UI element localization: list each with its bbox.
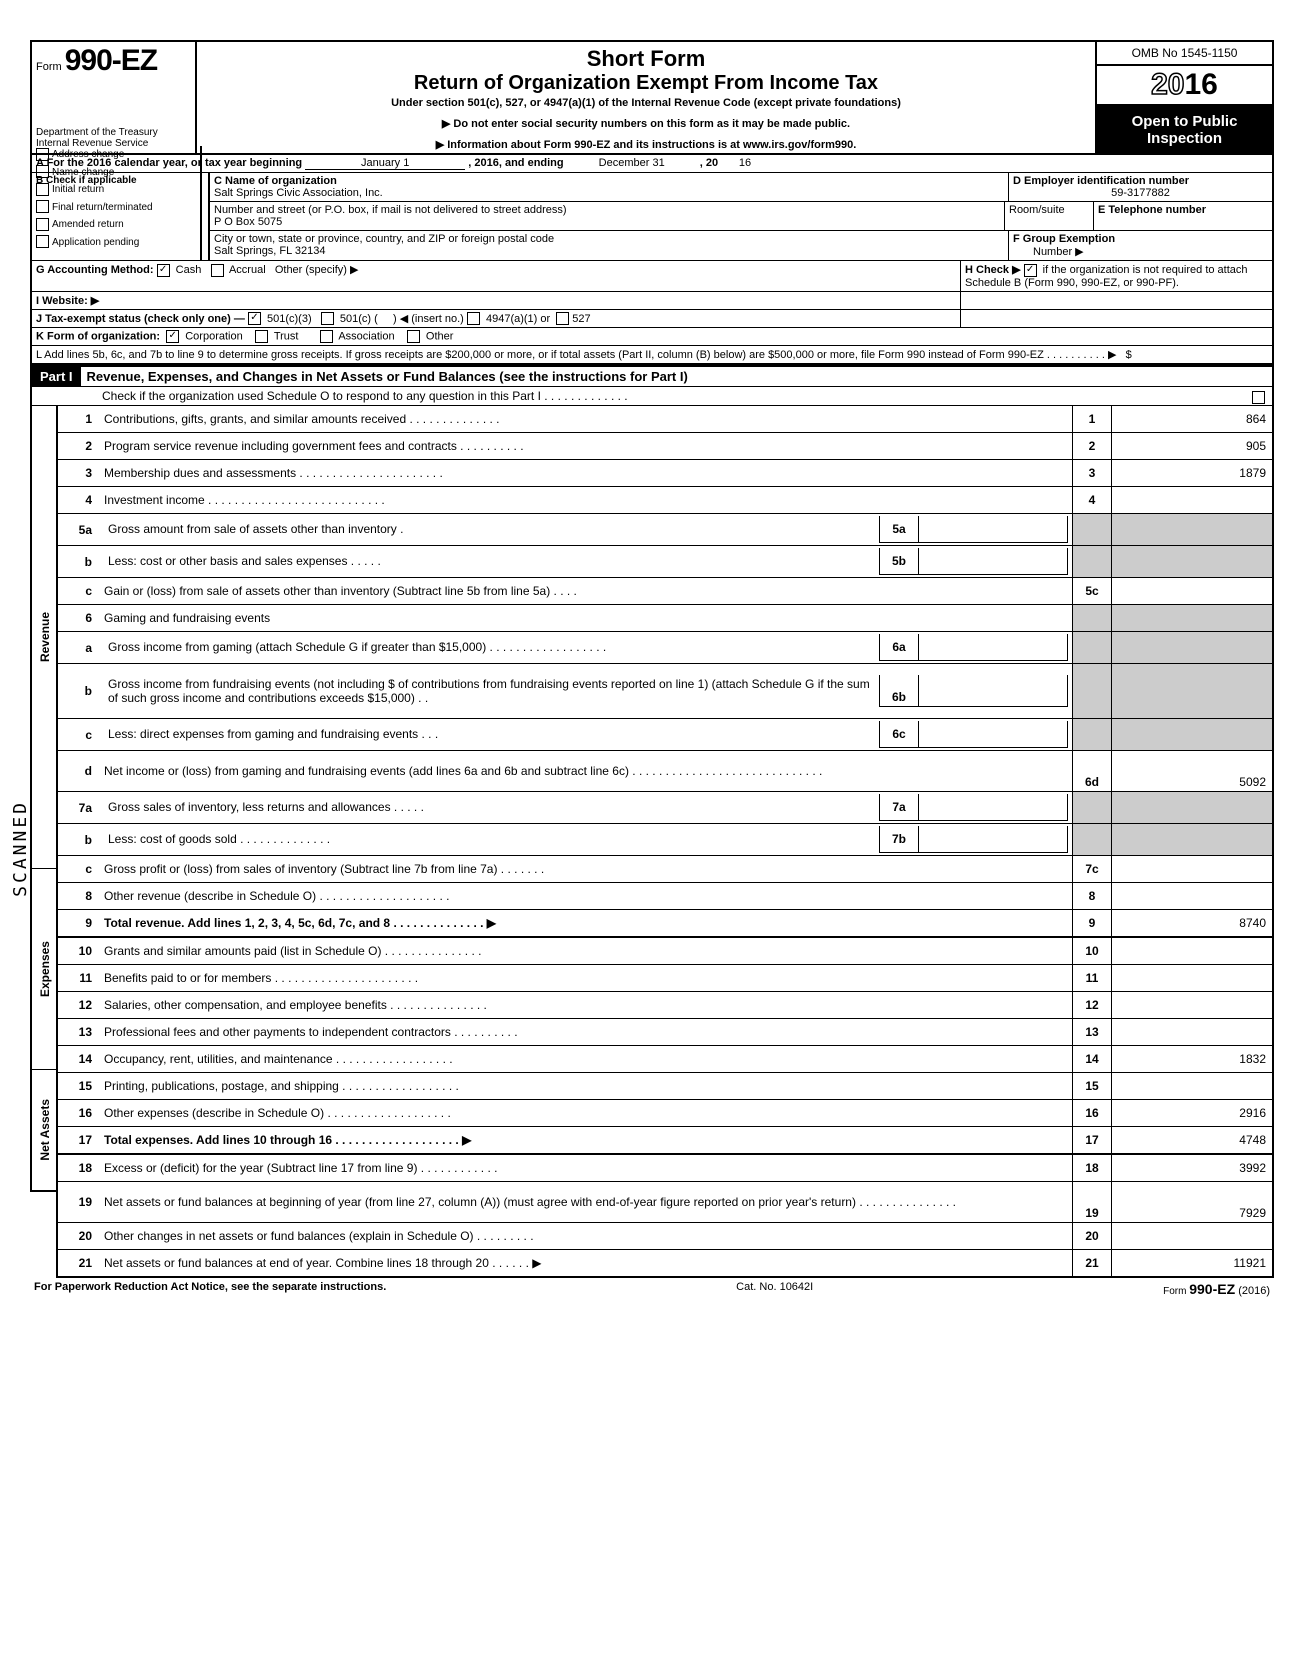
line-g: G Accounting Method: ✓ Cash Accrual Othe… xyxy=(32,261,960,291)
part1-check: Check if the organization used Schedule … xyxy=(102,389,628,403)
chk-corp[interactable]: ✓ xyxy=(166,330,179,343)
chk-amended[interactable]: Amended return xyxy=(36,216,196,234)
open-public: Open to Public Inspection xyxy=(1097,106,1272,153)
org-address: P O Box 5075 xyxy=(214,216,282,228)
org-city: Salt Springs, FL 32134 xyxy=(214,245,326,257)
chk-trust[interactable] xyxy=(255,330,268,343)
form-number: Form 990-EZ xyxy=(36,44,191,78)
omb-number: OMB No 1545-1150 xyxy=(1097,42,1272,66)
city-label: City or town, state or province, country… xyxy=(214,233,554,245)
chk-assoc[interactable] xyxy=(320,330,333,343)
form-header: Form 990-EZ Department of the Treasury I… xyxy=(30,40,1274,153)
footer-left: For Paperwork Reduction Act Notice, see … xyxy=(34,1281,386,1297)
title-sub: Under section 501(c), 527, or 4947(a)(1)… xyxy=(207,97,1085,109)
chk-4947[interactable] xyxy=(467,312,480,325)
tax-year: 2016 xyxy=(1097,66,1272,106)
side-revenue: Revenue xyxy=(36,608,54,666)
lines-table: 1Contributions, gifts, grants, and simil… xyxy=(56,406,1274,1278)
chk-initial[interactable]: Initial return xyxy=(36,181,196,199)
chk-accrual[interactable] xyxy=(211,264,224,277)
e-label: E Telephone number xyxy=(1098,204,1206,216)
chk-final[interactable]: Final return/terminated xyxy=(36,199,196,217)
org-name: Salt Springs Civic Association, Inc. xyxy=(214,187,383,199)
line-k: K Form of organization: ✓ Corporation Tr… xyxy=(32,328,1272,345)
line-h: H Check ▶ ✓ if the organization is not r… xyxy=(960,261,1272,291)
line-i: I Website: ▶ xyxy=(32,292,960,309)
title-short: Short Form xyxy=(207,46,1085,72)
f-label: F Group Exemption xyxy=(1013,233,1115,245)
chk-cash[interactable]: ✓ xyxy=(157,264,170,277)
chk-501c[interactable] xyxy=(321,312,334,325)
side-expenses: Expenses xyxy=(36,937,54,1001)
title-main: Return of Organization Exempt From Incom… xyxy=(207,72,1085,95)
chk-address[interactable]: Address change xyxy=(36,146,196,164)
chk-other[interactable] xyxy=(407,330,420,343)
dept-treasury: Department of the Treasury xyxy=(36,127,191,138)
footer-form: Form 990-EZ (2016) xyxy=(1163,1281,1270,1297)
part1-label: Part I xyxy=(32,367,81,386)
d-label: D Employer identification number xyxy=(1013,175,1189,187)
ein: 59-3177882 xyxy=(1013,187,1268,199)
chk-pending[interactable]: Application pending xyxy=(36,234,196,252)
scanned-stamp: SCANNED xyxy=(10,800,31,897)
f-number: Number ▶ xyxy=(1013,246,1084,258)
footer-cat: Cat. No. 10642I xyxy=(736,1281,813,1297)
room-suite: Room/suite xyxy=(1005,202,1094,230)
info-link: ▶ Information about Form 990-EZ and its … xyxy=(207,138,1085,151)
side-netassets: Net Assets xyxy=(36,1095,54,1165)
ssn-warning: ▶ Do not enter social security numbers o… xyxy=(207,117,1085,130)
chk-501c3[interactable]: ✓ xyxy=(248,312,261,325)
c-label: C Name of organization xyxy=(214,175,337,187)
chk-name[interactable]: Name change xyxy=(36,164,196,182)
line-a: A For the 2016 calendar year, or tax yea… xyxy=(32,155,1272,172)
chk-schedule-o[interactable] xyxy=(1252,391,1265,404)
part1-title: Revenue, Expenses, and Changes in Net As… xyxy=(81,367,1272,386)
line-j: J Tax-exempt status (check only one) — ✓… xyxy=(32,310,960,328)
chk-h[interactable]: ✓ xyxy=(1024,264,1037,277)
line-l: L Add lines 5b, 6c, and 7b to line 9 to … xyxy=(32,346,1272,363)
chk-527[interactable] xyxy=(556,312,569,325)
addr-label: Number and street (or P.O. box, if mail … xyxy=(214,204,567,216)
